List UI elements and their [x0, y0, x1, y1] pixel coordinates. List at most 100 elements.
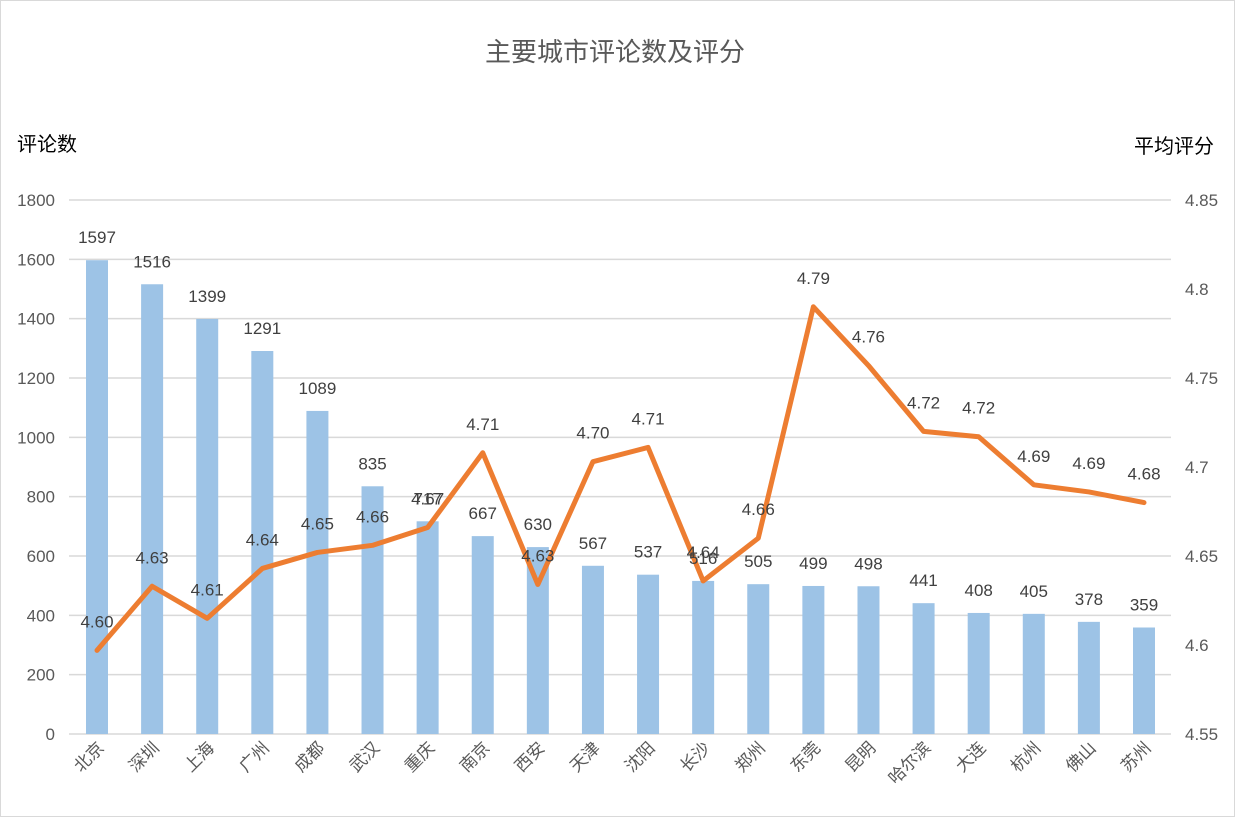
left-axis-tick-label: 1000: [17, 428, 55, 447]
category-label: 重庆: [401, 738, 439, 776]
category-label: 西安: [511, 738, 549, 776]
bar: [692, 580, 715, 734]
bar-data-label: 441: [909, 571, 937, 590]
bar-data-label: 567: [579, 534, 607, 553]
bar-data-label: 1516: [133, 252, 171, 271]
category-label: 郑州: [732, 738, 770, 776]
bar-data-label: 505: [744, 552, 772, 571]
bar-data-label: 1291: [243, 319, 281, 338]
category-label: 佛山: [1062, 738, 1100, 776]
category-axis-labels: 北京 深圳 上海 广州 成都 武汉 重庆 南京 西安 天津 沈阳 长沙 郑州 东莞 昆明 哈尔滨 大连 杭州 佛山苏…: [70, 738, 1155, 788]
line-data-label: 4.79: [797, 269, 830, 288]
line-data-labels: 4.60 4.63 4.61 4.64 4.65 4.66 4.67 4.71 4.63 4.70…: [80, 269, 1160, 632]
category-label: 哈尔滨: [885, 738, 935, 788]
bar: [86, 260, 108, 734]
bar-data-label: 378: [1075, 590, 1103, 609]
line-data-label: 4.63: [136, 548, 169, 567]
category-label: 昆明: [842, 738, 880, 776]
line-data-label: 4.72: [962, 399, 995, 418]
bar: [306, 410, 329, 734]
line-data-label: 4.72: [907, 393, 940, 412]
bar-data-label: 359: [1130, 595, 1158, 614]
bar: [196, 318, 219, 734]
category-label: 苏州: [1117, 738, 1155, 776]
right-axis-tick-label: 4.55: [1185, 725, 1218, 744]
bar: [526, 547, 549, 734]
bar: [967, 612, 990, 734]
bar: [1077, 621, 1100, 734]
bar-data-label: 630: [524, 515, 552, 534]
category-label: 天津: [566, 738, 604, 776]
line-data-label: 4.64: [687, 543, 720, 562]
right-axis-ticks: 4.55 4.6 4.65 4.7 4.75 4.8 4.85: [1185, 191, 1218, 744]
line-data-label: 4.66: [742, 500, 775, 519]
left-axis-tick-label: 1800: [17, 191, 55, 210]
left-axis-tick-label: 200: [27, 666, 55, 685]
bar: [581, 565, 604, 734]
gridlines: [69, 199, 1171, 735]
bar: [802, 585, 825, 734]
category-label: 长沙: [677, 738, 715, 776]
category-label: 北京: [70, 738, 108, 776]
line-data-label: 4.68: [1127, 465, 1160, 484]
bar: [857, 586, 880, 734]
bar-data-label: 835: [358, 454, 386, 473]
chart-title: 主要城市评论数及评分: [485, 38, 745, 68]
line-data-label: 4.70: [576, 424, 609, 443]
right-axis-tick-label: 4.75: [1185, 369, 1218, 388]
right-axis-tick-label: 4.6: [1185, 636, 1209, 655]
bar: [416, 521, 439, 734]
bar-data-label: 408: [964, 581, 992, 600]
left-axis-tick-label: 1600: [17, 250, 55, 269]
bar-data-label: 498: [854, 554, 882, 573]
right-axis-tick-label: 4.8: [1185, 280, 1209, 299]
line-series: [94, 304, 1147, 653]
bar: [912, 603, 935, 734]
left-axis-tick-label: 800: [27, 488, 55, 507]
bar: [637, 574, 660, 734]
line-data-label: 4.71: [466, 415, 499, 434]
bar-data-labels: 1597 1516 1399 1291 1089 835 717 667 630 567 537 51…: [78, 228, 1158, 614]
left-axis-tick-label: 0: [46, 725, 55, 744]
category-label: 广州: [236, 738, 274, 776]
category-label: 杭州: [1007, 738, 1045, 776]
right-axis-tick-label: 4.85: [1185, 191, 1218, 210]
bar-data-label: 516: [689, 549, 717, 568]
right-axis-tick-label: 4.65: [1185, 547, 1218, 566]
bar: [1133, 627, 1155, 734]
bar-data-label: 717: [413, 489, 441, 508]
bar: [471, 536, 494, 734]
left-axis-tick-label: 1200: [17, 369, 55, 388]
line-data-label: 4.66: [356, 507, 389, 526]
line-data-label: 4.69: [1072, 454, 1105, 473]
left-axis-ticks: 0 200 400 600 800 1000 1200 1400 1600 1800: [17, 191, 55, 744]
category-label: 武汉: [346, 738, 384, 776]
line-data-label: 4.60: [80, 612, 113, 631]
bar-data-label: 499: [799, 554, 827, 573]
bar-data-label: 1089: [299, 379, 337, 398]
right-axis-title: 平均评分: [1134, 134, 1214, 158]
line-data-label: 4.65: [301, 514, 334, 533]
left-axis-tick-label: 400: [27, 606, 55, 625]
bar-data-label: 1597: [78, 228, 116, 247]
category-label: 上海: [181, 738, 219, 776]
rating-line: [94, 304, 1147, 653]
line-data-label: 4.69: [1017, 447, 1050, 466]
line-data-label: 4.64: [246, 530, 279, 549]
category-label: 沈阳: [621, 738, 659, 776]
category-label: 大连: [952, 738, 990, 776]
line-data-label: 4.61: [191, 580, 224, 599]
bar-data-label: 405: [1020, 582, 1048, 601]
bar: [747, 584, 770, 734]
left-axis-tick-label: 1400: [17, 310, 55, 329]
category-label: 东莞: [787, 738, 825, 776]
category-label: 深圳: [125, 738, 163, 776]
left-axis-title: 评论数: [17, 132, 77, 156]
left-axis-tick-label: 600: [27, 547, 55, 566]
category-label: 成都: [291, 738, 329, 776]
bar: [1022, 613, 1045, 734]
bar: [141, 284, 164, 734]
right-axis-tick-label: 4.7: [1185, 458, 1209, 477]
